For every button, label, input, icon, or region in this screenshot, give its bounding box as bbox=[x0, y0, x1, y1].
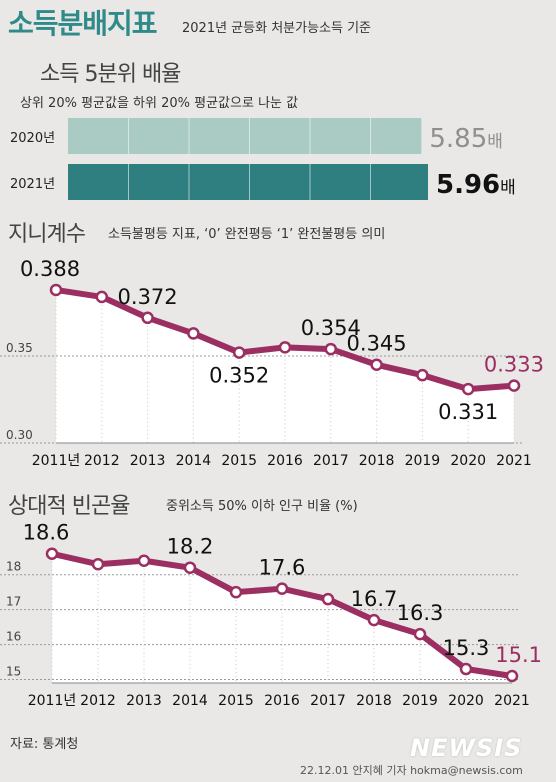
data-label: 0.352 bbox=[209, 364, 269, 388]
data-point bbox=[507, 379, 521, 392]
x-tick-label: 2013 bbox=[126, 693, 162, 709]
area-fill bbox=[52, 553, 512, 683]
data-label: 18.6 bbox=[23, 521, 70, 545]
newsis-watermark: NEWSIS bbox=[410, 734, 523, 762]
data-point bbox=[505, 669, 519, 683]
x-tick-label: 2012 bbox=[84, 453, 120, 469]
x-tick-label: 2016 bbox=[264, 693, 300, 709]
data-point bbox=[416, 368, 429, 382]
page-title: 소득분배지표 bbox=[8, 7, 158, 40]
data-point bbox=[278, 341, 292, 354]
data-point bbox=[413, 627, 427, 641]
data-label: 0.345 bbox=[347, 332, 407, 356]
x-tick-label: 2014 bbox=[172, 693, 208, 709]
data-label: 0.354 bbox=[301, 316, 361, 340]
x-tick-label: 2021 bbox=[496, 453, 532, 469]
x-tick-label: 2011년 bbox=[28, 693, 77, 709]
data-point bbox=[232, 346, 246, 359]
x-tick-label: 2011년 bbox=[32, 453, 81, 469]
data-point bbox=[321, 592, 335, 606]
data-point bbox=[324, 342, 338, 356]
data-point bbox=[367, 613, 381, 627]
data-label: 15.1 bbox=[495, 643, 542, 667]
ratio-bar-chart: 2020년 5.85배 2021년 5.96배 bbox=[10, 118, 516, 200]
x-tick-label: 2017 bbox=[310, 693, 346, 709]
y-tick-label: 15 bbox=[6, 665, 21, 679]
x-tick-label: 2020 bbox=[450, 453, 486, 469]
data-point bbox=[187, 327, 200, 340]
page-subtitle: 2021년 균등화 처분가능소득 기준 bbox=[182, 21, 372, 36]
ratio-section-title: 소득 5분위 배율 bbox=[40, 62, 181, 87]
x-tick-label: 2020 bbox=[448, 693, 484, 709]
data-label: 16.3 bbox=[397, 601, 444, 625]
bar-value-label: 5.96배 bbox=[436, 170, 516, 200]
data-point bbox=[141, 311, 154, 325]
data-label: 15.3 bbox=[443, 636, 490, 660]
data-point bbox=[459, 662, 473, 676]
x-tick-label: 2019 bbox=[405, 453, 441, 469]
data-point bbox=[137, 554, 151, 567]
data-point bbox=[229, 585, 243, 599]
data-label: 0.388 bbox=[20, 257, 80, 281]
bar-0 bbox=[68, 118, 422, 154]
x-tick-label: 2012 bbox=[80, 693, 116, 709]
x-tick-label: 2018 bbox=[359, 453, 395, 469]
y-tick-label: 18 bbox=[6, 560, 21, 574]
data-label: 0.333 bbox=[484, 353, 544, 377]
data-point bbox=[370, 358, 383, 371]
x-tick-label: 2015 bbox=[221, 453, 257, 469]
source-label: 자료: 통계청 bbox=[10, 737, 79, 752]
x-tick-label: 2013 bbox=[130, 453, 166, 469]
gini-section-title: 지니계수 bbox=[8, 222, 86, 247]
bar-value-label: 5.85배 bbox=[429, 124, 503, 154]
credit-line: 22.12.01 안지혜 기자 hokma@newsis.com bbox=[300, 764, 523, 777]
data-point bbox=[461, 382, 475, 396]
x-tick-label: 2019 bbox=[402, 693, 438, 709]
x-tick-label: 2018 bbox=[356, 693, 392, 709]
y-tick-label: 17 bbox=[6, 595, 21, 609]
data-point bbox=[45, 547, 59, 560]
data-point bbox=[91, 557, 105, 571]
poverty-section-subtitle: 중위소득 50% 이하 인구 비율 (%) bbox=[166, 499, 358, 514]
x-tick-label: 2016 bbox=[267, 453, 303, 469]
ratio-section-subtitle: 상위 20% 평균값을 하위 20% 평균값으로 나눈 값 bbox=[20, 96, 299, 111]
bar-category-label: 2020년 bbox=[10, 131, 55, 146]
gini-section-subtitle: 소득불평등 지표, ‘0’ 완전평등 ‘1’ 완전불평등 의미 bbox=[108, 227, 386, 242]
data-label: 18.2 bbox=[167, 535, 214, 559]
data-label: 17.6 bbox=[259, 556, 306, 580]
y-tick-label: 0.30 bbox=[6, 428, 33, 442]
x-tick-label: 2015 bbox=[218, 693, 254, 709]
data-point bbox=[275, 582, 289, 595]
x-tick-label: 2021 bbox=[494, 693, 530, 709]
data-point bbox=[183, 561, 197, 574]
y-tick-label: 16 bbox=[6, 630, 21, 644]
data-label: 0.331 bbox=[438, 400, 498, 424]
poverty-section-title: 상대적 빈곤율 bbox=[8, 494, 130, 519]
bar-category-label: 2021년 bbox=[10, 177, 55, 192]
data-label: 0.372 bbox=[118, 285, 178, 309]
data-point bbox=[95, 290, 109, 304]
data-point bbox=[49, 283, 63, 297]
bar-1 bbox=[68, 164, 428, 200]
poverty-line-chart: 18 17 16 15 18.6 18.2 17.6 16.716.3 15.3 15.1 2011… bbox=[0, 521, 542, 709]
x-tick-label: 2014 bbox=[176, 453, 212, 469]
y-tick-label: 0.35 bbox=[6, 341, 33, 355]
data-label: 16.7 bbox=[351, 587, 398, 611]
x-tick-label: 2017 bbox=[313, 453, 349, 469]
